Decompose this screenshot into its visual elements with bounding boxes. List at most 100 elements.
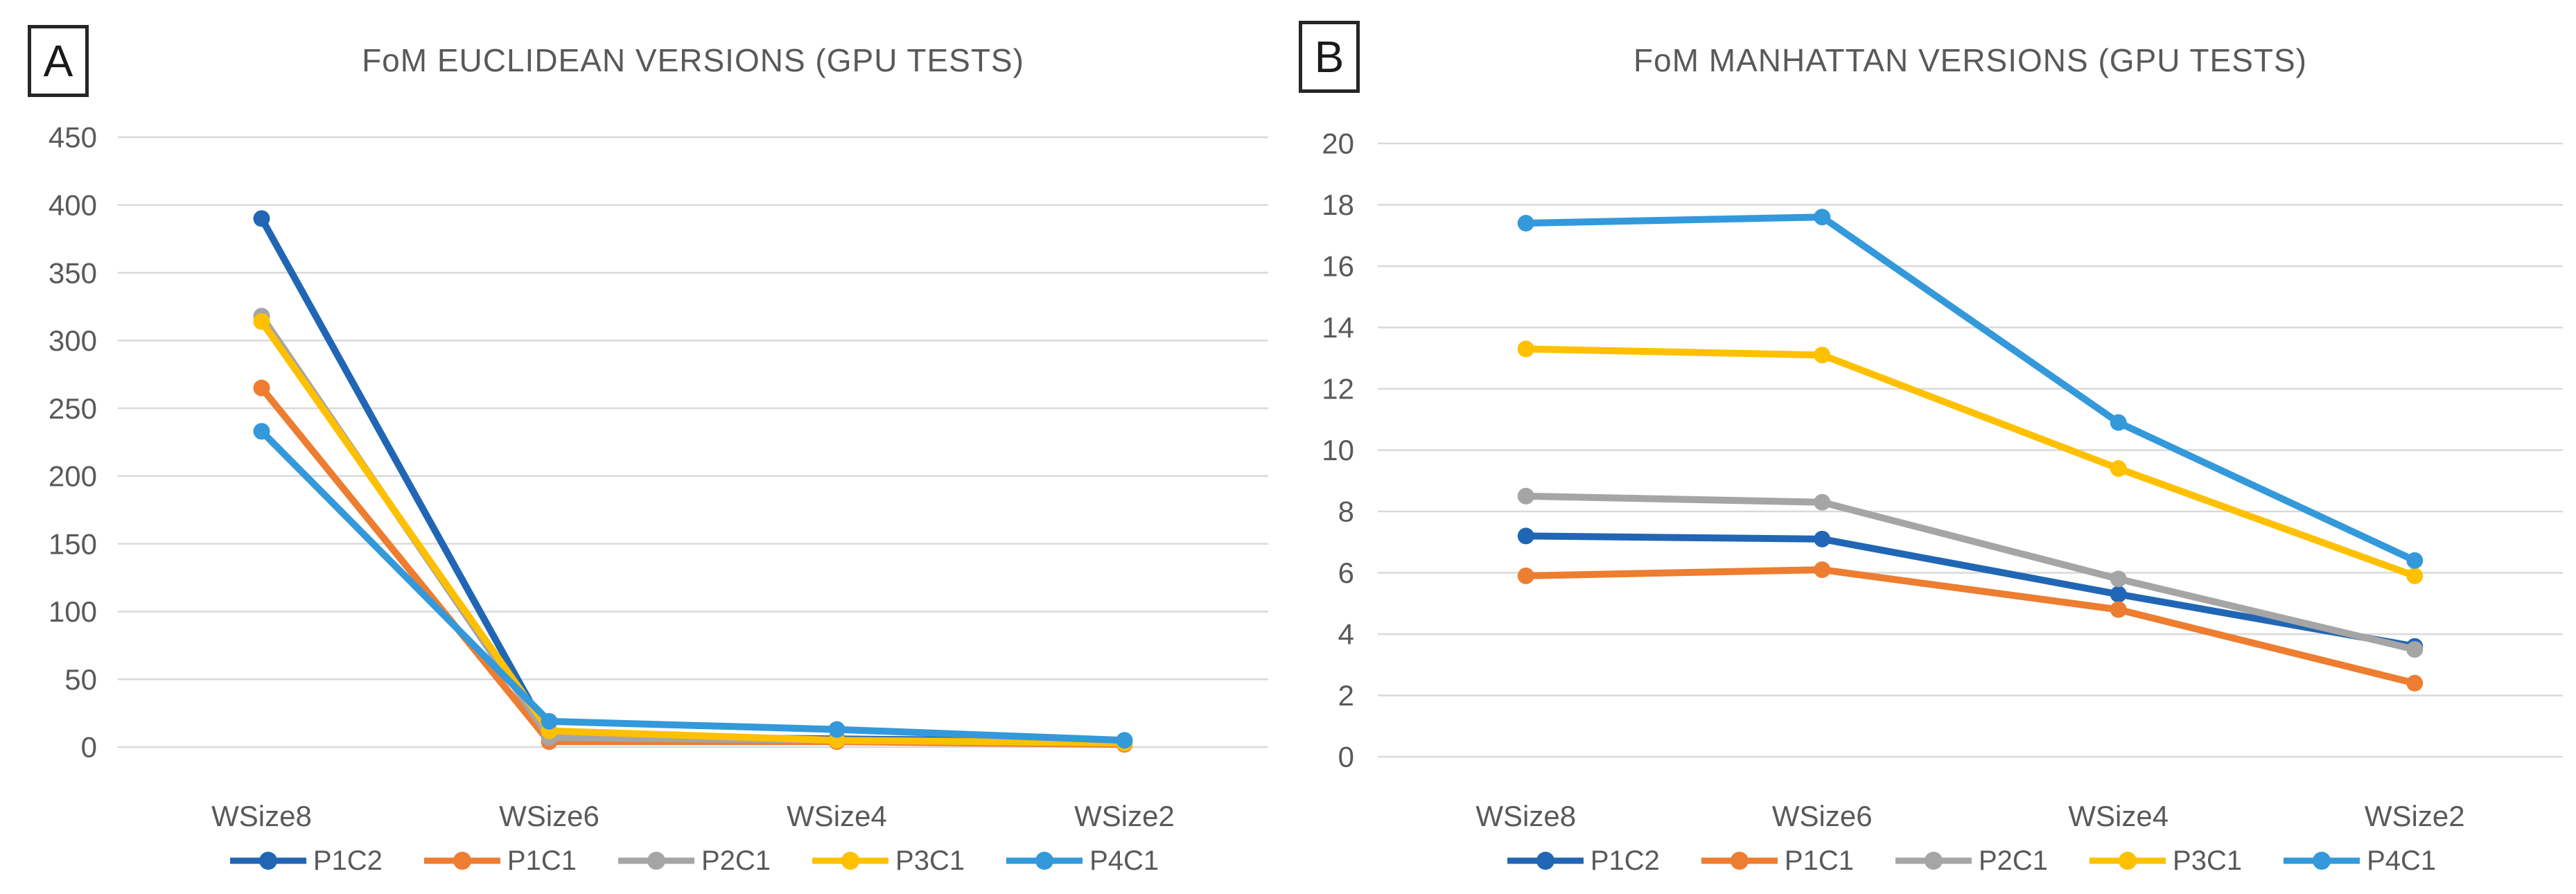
data-point-marker — [1814, 209, 1831, 226]
data-point-marker — [828, 721, 845, 738]
legend-label: P1C1 — [507, 845, 577, 876]
data-point-marker — [2110, 460, 2127, 477]
legend-label: P2C1 — [1978, 845, 2049, 876]
legend-marker-icon — [1701, 852, 1778, 870]
y-tick-label: 18 — [1322, 189, 1354, 221]
legend-dot — [1536, 852, 1554, 870]
legend-item-p1c2: P1C2 — [1505, 845, 1660, 877]
legend-marker-icon — [812, 852, 889, 870]
legend-marker-icon — [423, 852, 500, 870]
data-point-marker — [1814, 347, 1831, 364]
y-tick-label: 16 — [1322, 250, 1354, 283]
data-point-marker — [1116, 732, 1133, 749]
x-category-label: WSize2 — [1074, 800, 1175, 832]
y-tick-label: 450 — [49, 121, 97, 154]
data-point-marker — [1517, 527, 1534, 545]
legend-marker-icon — [2284, 852, 2360, 870]
y-tick-label: 100 — [49, 595, 97, 628]
legend-item-p1c1: P1C1 — [1699, 845, 1854, 877]
y-axis-tick-labels: 0 50 100 150 200 250 300 350 400 450 — [49, 121, 97, 764]
legend-marker-icon — [1006, 852, 1083, 870]
series-line — [258, 215, 1128, 746]
data-point-marker — [1517, 215, 1534, 232]
y-tick-label: 10 — [1322, 434, 1354, 466]
x-axis-category-labels: WSize8 WSize6 WSize4 WSize2 — [1475, 800, 2464, 832]
legend-euclidean: P1C2 P1C1 P2C1 P3C1 P4C1 — [118, 840, 1268, 882]
data-point-marker — [253, 423, 270, 440]
legend-dot — [2313, 852, 2331, 870]
legend-label: P1C2 — [313, 845, 383, 876]
data-point-marker — [541, 712, 558, 730]
legend-item-p1c1: P1C1 — [421, 845, 577, 877]
y-tick-label: 20 — [1322, 128, 1354, 160]
panel-label-b-box: B — [1299, 21, 1360, 93]
data-point-marker — [253, 379, 270, 396]
data-point-marker — [1814, 493, 1831, 511]
y-tick-label: 0 — [1338, 741, 1354, 773]
chart-title-manhattan: FoM MANHATTAN VERSIONS (GPU TESTS) — [1633, 42, 2307, 78]
data-point-marker — [2110, 570, 2127, 588]
series-line — [258, 317, 1128, 747]
gridlines — [1378, 142, 2563, 758]
legend-dot — [1035, 852, 1054, 870]
legend-label: P3C1 — [895, 845, 965, 876]
y-tick-label: 0 — [81, 731, 97, 764]
panel-a: A FoM EUCLIDEAN VERSIONS (GPU TESTS) 0 50… — [28, 25, 1268, 882]
series-line — [1522, 566, 2419, 687]
y-tick-label: 4 — [1338, 618, 1354, 651]
legend-dot — [259, 852, 277, 870]
legend-marker-icon — [1507, 852, 1584, 870]
legend-marker-icon — [1895, 852, 1972, 870]
series-p3c1 — [253, 313, 1133, 752]
series-p4c1 — [1517, 209, 2424, 569]
gridlines — [118, 136, 1268, 748]
y-tick-label: 400 — [49, 189, 97, 221]
series-p4c1 — [253, 423, 1133, 749]
y-tick-label: 12 — [1322, 373, 1354, 405]
series-line — [1522, 492, 2419, 654]
y-axis-tick-labels: 0 2 4 6 8 10 12 14 16 18 20 — [1322, 128, 1354, 773]
panel-b: B FoM MANHATTAN VERSIONS (GPU TESTS) 0 2 4… — [1288, 0, 2576, 894]
legend-marker-icon — [229, 852, 306, 870]
y-tick-label: 250 — [49, 392, 97, 425]
legend-item-p1c2: P1C2 — [227, 845, 383, 877]
data-point-marker — [2406, 641, 2424, 658]
panel-label-a-box: A — [28, 25, 89, 97]
y-tick-label: 150 — [49, 527, 97, 560]
legend-label: P4C1 — [2367, 845, 2437, 876]
legend-item-p3c1: P3C1 — [809, 845, 965, 877]
data-point-marker — [253, 313, 270, 330]
y-tick-label: 350 — [49, 256, 97, 289]
data-point-marker — [2406, 552, 2424, 569]
legend-dot — [1924, 852, 1943, 870]
series-p3c1 — [1517, 340, 2424, 584]
legend-item-p2c1: P2C1 — [1893, 845, 2048, 877]
legend-dot — [2119, 852, 2137, 870]
y-tick-label: 6 — [1338, 556, 1354, 589]
x-category-label: WSize2 — [2365, 800, 2465, 832]
legend-marker-icon — [617, 852, 694, 870]
x-category-label: WSize6 — [499, 800, 599, 832]
data-point-marker — [1814, 561, 1831, 579]
y-tick-label: 200 — [49, 460, 97, 493]
data-point-marker — [2406, 674, 2424, 692]
series-p1c2 — [253, 210, 1133, 751]
x-category-label: WSize6 — [1772, 800, 1873, 832]
chart-title-euclidean: FoM EUCLIDEAN VERSIONS (GPU TESTS) — [362, 42, 1024, 78]
legend-marker-icon — [2089, 852, 2166, 870]
data-point-marker — [2110, 601, 2127, 618]
legend-label: P2C1 — [701, 845, 771, 876]
legend-label: P4C1 — [1089, 845, 1159, 876]
x-category-label: WSize4 — [787, 800, 887, 832]
panel-label-a: A — [43, 36, 73, 86]
series-p2c1 — [1517, 487, 2424, 658]
y-tick-label: 50 — [64, 663, 97, 696]
legend-manhattan: P1C2 P1C1 P2C1 P3C1 P4C1 — [1378, 840, 2563, 882]
y-tick-label: 2 — [1338, 679, 1354, 712]
legend-dot — [453, 852, 471, 870]
series-line — [1522, 345, 2419, 579]
legend-item-p4c1: P4C1 — [1004, 845, 1159, 877]
